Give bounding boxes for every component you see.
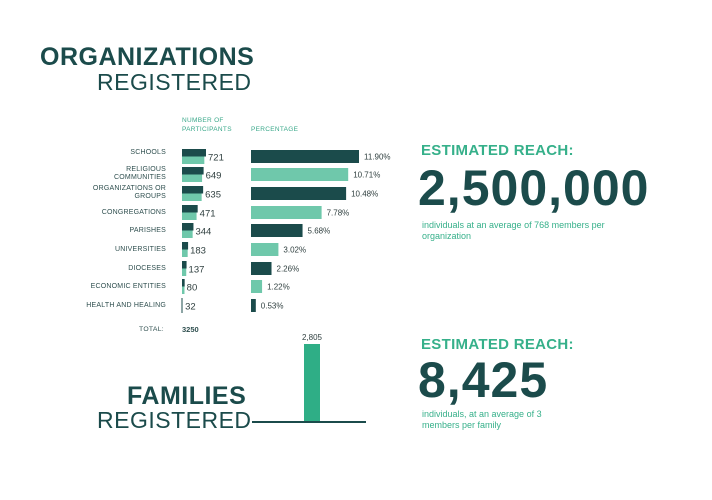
category-label: RELIGIOUS COMMUNITIES bbox=[114, 166, 166, 181]
estimated-reach-description: individuals, at an average of 3 members … bbox=[422, 409, 542, 430]
participants-bar bbox=[182, 268, 187, 276]
estimated-reach-title: ESTIMATED REACH: bbox=[421, 142, 574, 159]
category-label: UNIVERSITIES bbox=[114, 246, 166, 253]
organizations-title: ORGANIZATIONS bbox=[40, 43, 255, 71]
participants-column-header: NUMBER OF PARTICIPANTS bbox=[182, 117, 232, 133]
participants-bar bbox=[182, 156, 205, 164]
category-label: HEALTH AND HEALING bbox=[86, 302, 166, 309]
participants-bar bbox=[182, 261, 187, 269]
participants-bar bbox=[182, 167, 204, 175]
participants-bar bbox=[182, 186, 204, 194]
percentage-value-label: 11.90% bbox=[364, 153, 391, 162]
category-label: PARISHES bbox=[129, 227, 166, 234]
percentage-value-label: 0.53% bbox=[261, 302, 284, 311]
percentage-value-label: 10.71% bbox=[353, 171, 380, 180]
participants-value-label: 635 bbox=[205, 190, 221, 201]
estimated-reach-value: 2,500,000 bbox=[418, 160, 650, 216]
category-label: SCHOOLS bbox=[130, 149, 166, 156]
percentage-value-label: 2.26% bbox=[277, 265, 300, 274]
participants-bar bbox=[182, 279, 185, 287]
families-subtitle: REGISTERED bbox=[97, 407, 252, 433]
participants-bar bbox=[182, 149, 206, 157]
category-label: ECONOMIC ENTITIES bbox=[90, 283, 166, 290]
percentage-value-label: 3.02% bbox=[283, 246, 306, 255]
percentage-bar bbox=[251, 224, 303, 237]
participants-bar bbox=[182, 212, 197, 220]
category-label: ORGANIZATIONS OR GROUPS bbox=[92, 185, 166, 200]
percentage-bar bbox=[251, 150, 359, 163]
percentage-bar bbox=[251, 299, 256, 312]
category-labels: SCHOOLS RELIGIOUS COMMUNITIES ORGANIZATI… bbox=[0, 0, 166, 340]
participants-value-label: 137 bbox=[189, 265, 205, 276]
percentage-value-label: 1.22% bbox=[267, 283, 290, 292]
participants-value-label: 721 bbox=[208, 153, 224, 164]
participants-value-label: 649 bbox=[206, 171, 222, 182]
percentage-bar bbox=[251, 243, 279, 256]
percentage-bar bbox=[251, 187, 347, 200]
participants-bar bbox=[182, 230, 193, 238]
participants-bar bbox=[182, 249, 188, 257]
percentage-bar bbox=[251, 280, 263, 293]
participants-value-label: 344 bbox=[195, 227, 211, 238]
total-label: TOTAL: bbox=[139, 326, 164, 333]
families-bar bbox=[304, 344, 320, 422]
percentage-bar bbox=[251, 262, 272, 275]
category-label: DIOCESES bbox=[128, 265, 166, 272]
estimated-reach-description: individuals at an average of 768 members… bbox=[422, 220, 605, 241]
participants-bar bbox=[182, 193, 202, 201]
families-title: FAMILIES bbox=[127, 382, 247, 410]
category-label: CONGREGATIONS bbox=[101, 209, 166, 216]
percentage-bar bbox=[251, 206, 322, 219]
participants-bar bbox=[182, 174, 203, 182]
participants-bar bbox=[182, 242, 189, 250]
percentage-value-label: 7.78% bbox=[327, 209, 350, 218]
percentage-value-label: 5.68% bbox=[308, 227, 331, 236]
estimated-reach-value: 8,425 bbox=[418, 352, 549, 408]
participants-value-label: 32 bbox=[185, 302, 196, 313]
percentage-column-header: PERCENTAGE bbox=[251, 126, 299, 133]
participants-bar bbox=[182, 223, 194, 231]
participants-value-label: 80 bbox=[187, 283, 198, 294]
families-value-label: 2,805 bbox=[302, 333, 323, 342]
total-value: 3250 bbox=[182, 325, 199, 334]
percentage-value-label: 10.48% bbox=[351, 190, 378, 199]
participants-bar bbox=[182, 205, 198, 213]
organizations-subtitle: REGISTERED bbox=[97, 69, 252, 95]
percentage-bar bbox=[251, 168, 349, 181]
estimated-reach-title: ESTIMATED REACH: bbox=[421, 336, 574, 353]
participants-value-label: 471 bbox=[200, 209, 216, 220]
participants-bar bbox=[182, 286, 185, 294]
participants-value-label: 183 bbox=[190, 246, 206, 257]
